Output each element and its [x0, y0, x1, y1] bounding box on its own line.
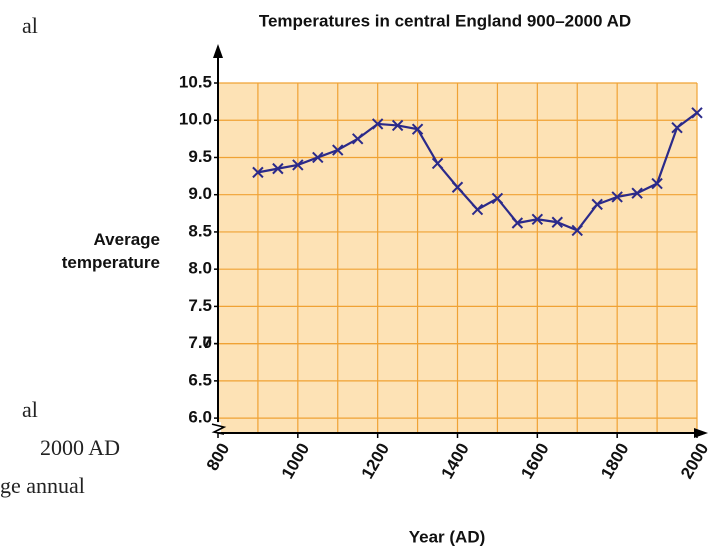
data-point: [391, 119, 404, 132]
axis-break: [211, 423, 227, 435]
data-point: [312, 151, 324, 164]
data-point: [591, 198, 603, 211]
y-tick-label: 6.0: [188, 408, 212, 427]
data-point: [272, 162, 284, 175]
margin-text: 2000 AD: [40, 435, 120, 460]
data-point: [292, 159, 304, 171]
y-axis-label: Average temperature: [61, 230, 160, 272]
data-point: [531, 213, 544, 225]
data-point: [332, 144, 344, 156]
data-point: [411, 123, 424, 135]
data-point: [651, 177, 663, 190]
data-point: [631, 187, 643, 199]
chart-title: Temperatures in central England 900–2000…: [259, 11, 631, 30]
y-tick-label: 8.0: [188, 259, 212, 278]
x-tick-label: 1600: [517, 440, 552, 482]
y-tick-label: 6.5: [188, 370, 212, 389]
x-tick-label: 1200: [358, 440, 393, 482]
y-tick-label: 9.0: [188, 184, 212, 203]
x-tick-label: 1800: [597, 440, 632, 482]
margin-text: ge annual: [0, 473, 85, 498]
y-axis-arrow: [213, 44, 223, 58]
x-tick-label: 1000: [278, 440, 313, 482]
y-tick-label: 9.5: [188, 147, 212, 166]
data-point: [511, 217, 524, 229]
data-point: [551, 216, 563, 228]
data-point: [451, 181, 464, 193]
margin-text: al: [22, 13, 38, 38]
data-point: [252, 166, 264, 179]
x-tick-label: 800: [203, 440, 234, 474]
data-point: [571, 224, 583, 237]
y-tick-label: 10.5: [179, 72, 212, 91]
y-tick-label: 8.5: [188, 221, 212, 240]
data-point: [431, 157, 444, 170]
data-point: [491, 192, 504, 205]
axis-break-gap: [215, 422, 221, 433]
y-tick-label: 7: [203, 333, 212, 352]
x-tick-label: 1400: [437, 440, 472, 482]
data-point: [671, 121, 683, 134]
margin-text: al: [22, 397, 38, 422]
data-point: [352, 133, 364, 145]
x-axis-arrow: [694, 428, 708, 438]
data-point: [611, 191, 623, 203]
data-point: [371, 118, 384, 130]
y-tick-label: 7.0: [188, 333, 212, 352]
x-tick-label: 2000: [677, 440, 712, 482]
data-point: [691, 107, 703, 119]
data-point: [471, 203, 484, 216]
y-tick-label: 7.5: [188, 296, 212, 315]
y-tick-label: 10.0: [179, 110, 212, 129]
x-axis-label: Year (AD): [409, 527, 486, 546]
